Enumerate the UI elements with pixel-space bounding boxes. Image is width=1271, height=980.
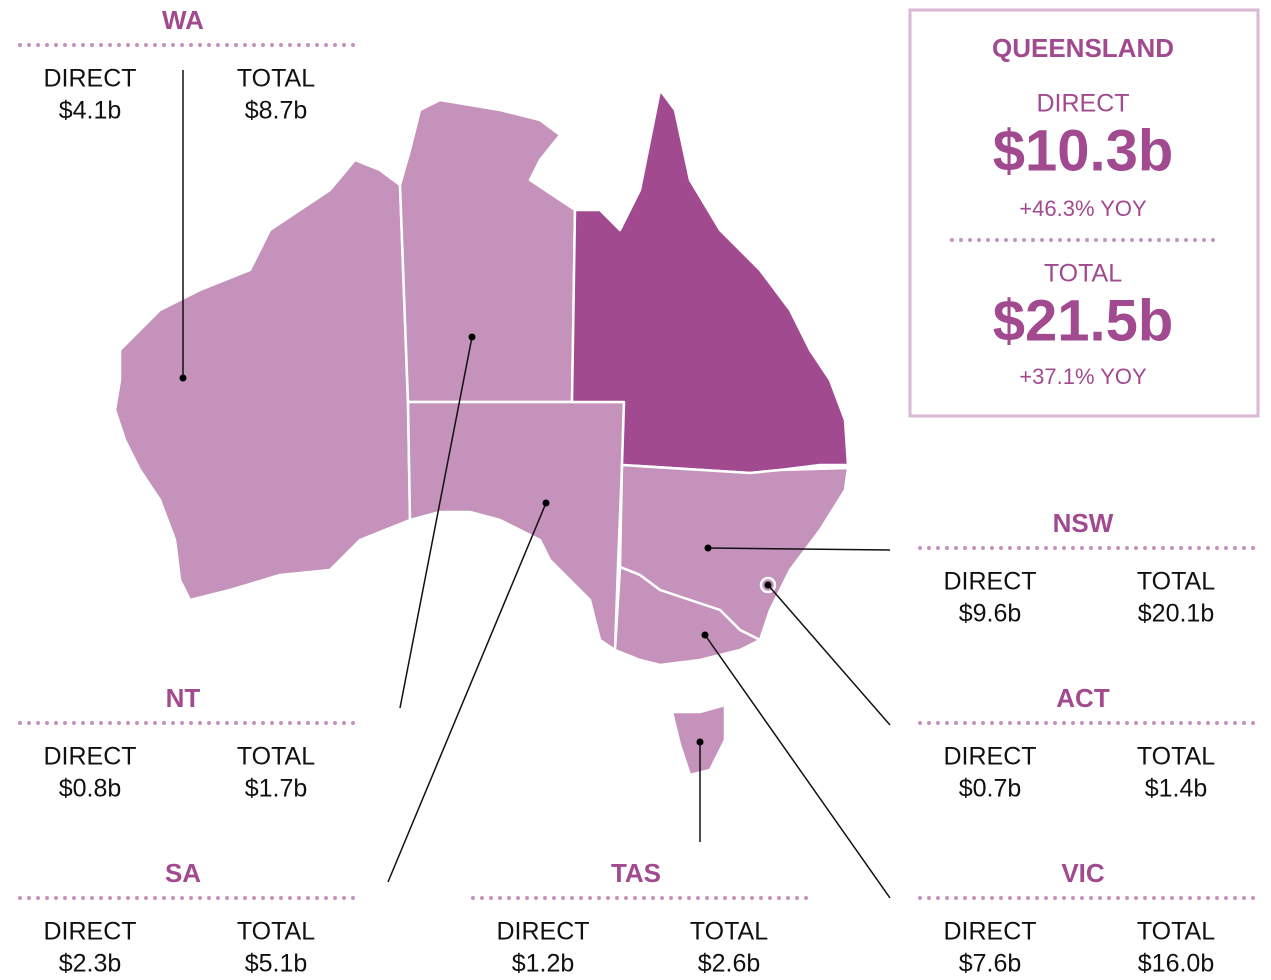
direct-value: $2.3b xyxy=(59,950,122,978)
leader-line xyxy=(399,336,473,709)
total-label: TOTAL xyxy=(1137,743,1215,771)
direct-value: $0.8b xyxy=(59,775,122,803)
state-title: NT xyxy=(166,683,201,713)
total-change: +37.1% YOY xyxy=(1019,364,1147,389)
total-value: $21.5b xyxy=(993,288,1174,353)
state-title: TAS xyxy=(611,858,661,888)
direct-label: DIRECT xyxy=(43,65,136,93)
direct-label: DIRECT xyxy=(943,568,1036,596)
leader-dot xyxy=(701,631,709,639)
total-value: $1.7b xyxy=(245,775,308,803)
direct-label: DIRECT xyxy=(943,743,1036,771)
leader-line xyxy=(704,634,891,899)
direct-label: DIRECT xyxy=(943,918,1036,946)
leader-dot xyxy=(764,581,772,589)
direct-value: $1.2b xyxy=(512,950,575,978)
box-frame xyxy=(908,8,1260,418)
state-title: VIC xyxy=(1061,858,1105,888)
direct-value: $10.3b xyxy=(993,118,1174,183)
total-label: TOTAL xyxy=(237,743,315,771)
highlight-title: QUEENSLAND xyxy=(992,33,1174,63)
nt-region xyxy=(398,98,577,404)
direct-value: $4.1b xyxy=(59,97,122,125)
state-title: WA xyxy=(162,5,204,35)
direct-change: +46.3% YOY xyxy=(1019,196,1147,221)
total-label: TOTAL xyxy=(1044,260,1122,288)
total-value: $5.1b xyxy=(245,950,308,978)
map xyxy=(113,88,850,777)
leader-dot xyxy=(468,333,476,341)
wa-region xyxy=(113,158,412,602)
leaders xyxy=(179,70,891,899)
total-label: TOTAL xyxy=(1137,918,1215,946)
total-value: $1.4b xyxy=(1145,775,1208,803)
direct-label: DIRECT xyxy=(1036,90,1129,118)
highlight-box: QUEENSLAND DIRECT $10.3b +46.3% YOY TOTA… xyxy=(908,8,1260,418)
total-label: TOTAL xyxy=(237,65,315,93)
state-title: SA xyxy=(165,858,201,888)
vic-region xyxy=(613,565,762,667)
total-value: $16.0b xyxy=(1138,950,1214,978)
leader-line xyxy=(767,584,891,726)
total-label: TOTAL xyxy=(237,918,315,946)
direct-value: $0.7b xyxy=(959,775,1022,803)
leader-line xyxy=(707,547,891,551)
direct-label: DIRECT xyxy=(43,918,136,946)
direct-value: $7.6b xyxy=(959,950,1022,978)
direct-label: DIRECT xyxy=(496,918,589,946)
direct-label: DIRECT xyxy=(43,743,136,771)
sa-region xyxy=(406,400,626,652)
total-label: TOTAL xyxy=(1137,568,1215,596)
leader-line xyxy=(387,502,547,883)
total-value: $20.1b xyxy=(1138,600,1214,628)
leader-dot xyxy=(696,738,704,746)
total-label: TOTAL xyxy=(690,918,768,946)
direct-value: $9.6b xyxy=(959,600,1022,628)
state-title: NSW xyxy=(1053,508,1114,538)
leader-dot xyxy=(542,499,550,507)
total-value: $2.6b xyxy=(698,950,761,978)
leader-dot xyxy=(704,544,712,552)
state-title: ACT xyxy=(1056,683,1110,713)
leader-dot xyxy=(179,374,187,382)
total-value: $8.7b xyxy=(245,97,308,125)
